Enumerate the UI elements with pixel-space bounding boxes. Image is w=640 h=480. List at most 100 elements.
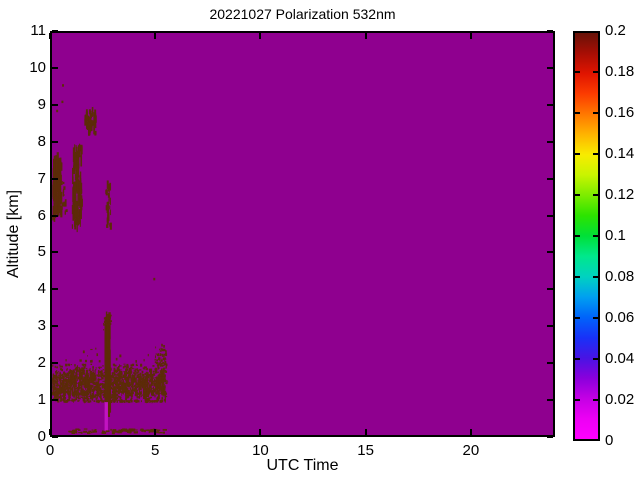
cloud-streaks-0100UTC [76,172,79,186]
aerosol-band-texture [73,392,75,397]
aerosol-band [145,390,148,393]
cloud-wisps-0030UTC [58,195,61,199]
cloud-streaks-0100UTC [72,167,74,180]
aerosol-band [126,396,129,399]
aerosol-band [96,374,98,377]
colorbar-tick-left [575,399,580,401]
aerosol-band [101,392,103,393]
band-right-tail [159,361,162,363]
x-tick-top [259,33,262,39]
aerosol-band [149,396,153,399]
aerosol-band [136,371,139,374]
aerosol-band-texture [145,387,148,392]
plume-top-scatter [108,323,111,326]
aerosol-band [114,377,116,379]
aerosol-band [149,400,151,404]
x-tick-label: 15 [357,442,374,459]
aerosol-band [112,363,115,366]
aerosol-band [147,376,150,379]
aerosol-band [139,372,141,376]
aerosol-band [98,392,102,395]
band-upper-scatter [82,350,85,354]
y-tick-left [52,399,58,402]
aerosol-band [113,400,115,403]
aerosol-band [64,379,66,382]
aerosol-band [85,400,87,403]
aerosol-band [112,398,115,401]
aerosol-band [102,380,105,382]
aerosol-band [80,381,83,385]
aerosol-band [141,377,144,381]
colorbar-tick-right [593,276,598,278]
cloud-streaks-0100UTC [74,181,77,198]
aerosol-band-texture [72,373,75,380]
aerosol-band [131,374,134,376]
aerosol-band [84,377,86,380]
plume-top-scatter [105,322,107,326]
aerosol-band [156,391,159,393]
cloud-streaks-0100UTC [76,152,79,158]
aerosol-band-texture [157,391,160,400]
aerosol-band [90,389,93,391]
aerosol-band [164,400,166,403]
cloud-streaks-0100UTC [73,203,75,219]
aerosol-band-texture [61,380,63,386]
aerosol-band [123,392,124,395]
aerosol-band [136,396,140,398]
aerosol-band [76,378,78,382]
cloud-streaks-0100UTC [74,221,76,227]
aerosol-band [159,400,162,402]
aerosol-band [94,378,97,381]
aerosol-band [87,385,90,388]
y-tick-left [52,362,58,365]
cloud-blob-0145UTC-8p5km [93,122,96,131]
cloud-streaks-0100UTC [75,173,77,184]
aerosol-band-texture [93,387,95,391]
aerosol-band-texture [125,377,128,386]
aerosol-band [111,400,114,402]
colorbar-tick-left [575,235,580,237]
aerosol-band [66,372,68,375]
aerosol-band-texture [150,387,152,393]
plume-core-0236UTC [107,346,109,359]
aerosol-band [155,400,159,403]
aerosol-band [121,377,123,381]
cloud-streaks-0100UTC [80,155,83,167]
band-upper-scatter [143,358,145,362]
colorbar-tick-left [575,358,580,360]
aerosol-band [157,371,159,373]
y-tick-right [547,251,553,254]
near-surface-dots [94,429,97,432]
aerosol-band [64,384,67,388]
cloud-wisps-0030UTC [59,212,63,216]
y-tick-label: 4 [37,280,46,298]
aerosol-band [80,394,82,397]
aerosol-band [126,372,129,375]
aerosol-band [119,400,122,403]
aerosol-band-texture [120,381,123,390]
aerosol-band [63,372,65,374]
x-axis-label: UTC Time [266,457,339,474]
aerosol-band-texture [159,383,162,391]
aerosol-band [99,387,101,391]
aerosol-band [146,400,149,403]
cloud-streaks-0006UTC [56,209,58,217]
aerosol-band [154,377,157,379]
plume-core-0236UTC [106,342,109,360]
aerosol-band [118,384,121,386]
aerosol-band [54,380,58,384]
y-tick-right [547,399,553,402]
near-surface-dots [131,429,135,432]
aerosol-band [58,374,61,376]
aerosol-band-texture [114,376,117,384]
cloud-streaks-0100UTC [76,203,79,219]
aerosol-band-texture [128,371,130,379]
aerosol-band [152,374,154,376]
band-right-tail [163,363,165,365]
aerosol-band [60,388,63,391]
heatmap-features [52,84,169,435]
aerosol-band-texture [114,386,117,395]
band-right-tail [155,346,157,349]
cloud-streaks-0100UTC [75,164,77,181]
cloud-wisps-0030UTC [59,186,62,190]
